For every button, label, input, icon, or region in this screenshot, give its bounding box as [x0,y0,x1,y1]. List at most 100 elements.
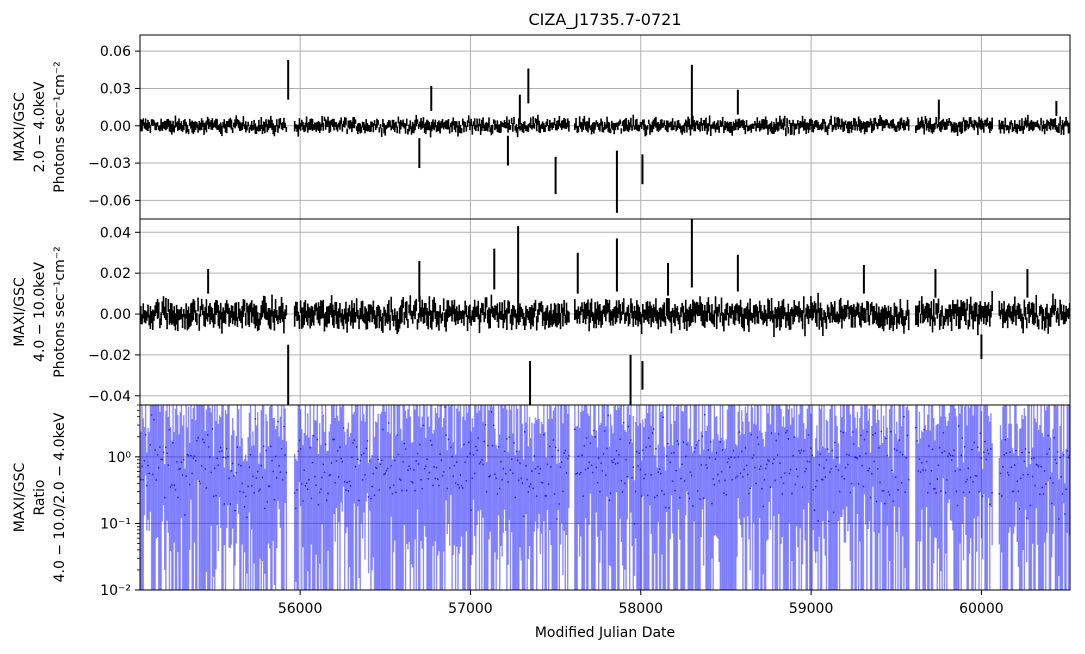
ratio-point [647,437,650,439]
ratio-point [658,468,661,471]
ratio-point [614,463,617,465]
ratio-point [275,477,278,479]
ratio-point [706,467,709,469]
ratio-point [576,472,579,475]
ratio-point [433,466,436,468]
ratio-point [533,455,536,457]
ratio-point [340,457,343,460]
ratio-point [664,506,667,509]
ratio-point [502,467,505,470]
ratio-point [277,420,279,423]
ratio-point [478,462,481,465]
ratio-point [236,446,239,449]
ratio-point [1010,466,1013,469]
ratio-point [583,444,586,447]
ratio-point [216,457,219,460]
ratio-point [359,459,362,462]
ratio-point [377,458,380,461]
axes-frame [139,404,1071,591]
ratio-point [412,469,415,472]
ratio-point [858,455,861,457]
ratio-point [622,421,625,424]
ratio-point [838,490,841,493]
ratio-point [672,451,675,454]
ratio-point [198,480,201,483]
ratio-point [385,469,388,472]
ratio-point [1054,458,1057,461]
ratio-point [906,434,909,437]
ratio-point [414,489,416,492]
ratio-point [691,505,694,507]
ratio-point [981,495,984,498]
ratio-point [929,482,932,485]
ratio-point [559,466,562,469]
ratio-point [266,501,269,503]
ratio-point [928,445,930,447]
ratio-point [257,490,260,492]
x-tick-label: 57000 [448,601,493,617]
ratio-point [315,484,318,487]
ratio-point [720,470,723,473]
ratio-point [641,449,644,452]
ratio-point [792,454,794,457]
ratio-point [651,432,654,434]
ratio-point [428,471,431,474]
ratio-point [835,465,837,468]
ratio-point [588,461,591,464]
ratio-point [474,445,477,448]
ratio-point [794,483,797,486]
ratio-point [856,457,859,460]
ratio-point [812,488,815,491]
ratio-point [874,432,877,435]
ratio-point [237,463,240,466]
ratio-point [191,472,194,475]
ratio-point [477,437,480,440]
ratio-point [990,447,992,450]
ratio-point [727,457,730,460]
ratio-point [367,495,370,498]
ratio-point [918,458,921,461]
ratio-point [246,516,248,519]
ratio-point [887,491,890,493]
ratio-point [314,475,316,478]
y-tick-label: 0.02 [100,266,131,282]
ratio-point [391,492,394,495]
ratio-point [184,514,186,516]
ratio-point [218,450,221,453]
ratio-point [176,496,179,499]
ratio-point [941,451,943,454]
ratio-point [225,447,228,450]
ratio-point [587,467,589,470]
ratio-point [666,442,669,445]
ratio-point [1005,452,1008,455]
ratio-point [407,469,409,472]
ratio-point [525,465,527,467]
ratio-point [219,446,222,449]
ratio-point [584,468,587,471]
ratio-point [951,454,954,457]
ratio-point [1043,470,1046,472]
ratio-point [343,480,346,483]
ratio-point [686,443,688,446]
ratio-point [329,473,332,476]
ratio-point [889,430,892,433]
ratio-point [850,482,853,485]
ratio-point [869,496,872,499]
ratio-point [1028,451,1031,454]
ratio-point [577,455,580,458]
ratio-point [715,451,718,454]
ratio-point [745,464,748,467]
ratio-point [602,453,605,455]
ratio-point [998,493,1001,495]
ratio-point [734,476,737,479]
ratio-point [510,458,513,461]
ratio-point [312,434,315,437]
ratio-point [144,433,147,436]
ratio-point [230,469,233,472]
ratio-point [206,433,209,436]
ratio-point [893,448,896,450]
ratio-point [861,464,864,467]
ratio-point [920,461,923,464]
ratio-point [164,446,167,449]
ratio-point [432,484,434,487]
